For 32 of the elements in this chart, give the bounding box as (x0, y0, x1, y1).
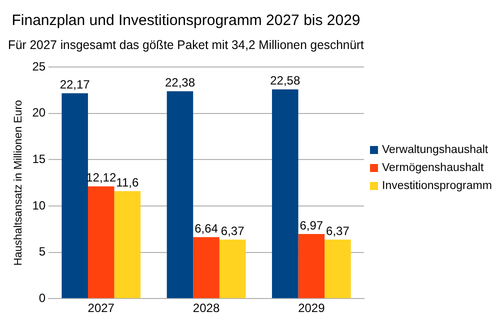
bar (219, 240, 246, 298)
y-tick-label: 20 (32, 106, 46, 120)
data-label: 22,58 (270, 74, 300, 88)
legend-label: Vermögenshaushalt (382, 161, 484, 176)
data-label: 6,37 (326, 224, 350, 238)
bar (193, 237, 220, 298)
bar (62, 93, 88, 298)
data-label: 22,38 (164, 76, 196, 90)
y-axis-title: Haushaltsansatz in Millionen Euro (12, 100, 25, 266)
y-tick-label: 15 (32, 152, 46, 166)
y-tick-label: 25 (32, 59, 46, 74)
bar (324, 240, 351, 298)
bar (166, 91, 194, 298)
x-tick-label: 2027 (88, 301, 115, 316)
data-label: 22,17 (60, 78, 90, 92)
chart-subtitle: Für 2027 insgesamt das gößte Paket mit 34,2 Millionen geschnürt (8, 38, 365, 52)
data-label: 6,64 (194, 221, 218, 236)
bar (298, 234, 325, 298)
y-tick-label: 10 (32, 198, 46, 212)
data-label: 6,97 (300, 218, 324, 232)
legend-label: Verwaltungshaushalt (382, 143, 488, 158)
y-tick-label: 0 (38, 290, 46, 305)
bar (272, 89, 298, 298)
x-tick-label: 2029 (298, 301, 326, 316)
x-tick-label: 2028 (192, 301, 220, 316)
data-label: 6,37 (220, 224, 245, 238)
data-label: 11,6 (116, 175, 139, 190)
legend-label: Investitionsprogramm (382, 179, 492, 194)
bar (88, 186, 114, 298)
y-tick-label: 5 (38, 244, 46, 259)
bar (114, 191, 141, 298)
chart-title: Finanzplan und Investitionsprogramm 2027 bis 2029 (12, 12, 360, 30)
